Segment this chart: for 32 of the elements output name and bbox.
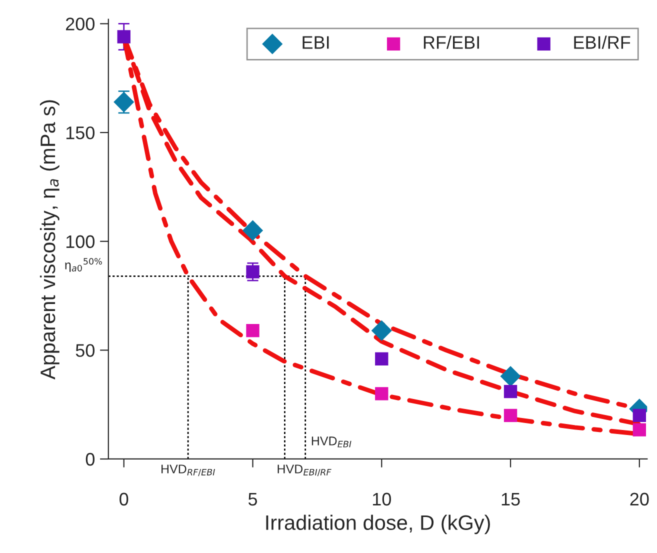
point [500, 366, 521, 387]
y-tick-label: 150 [66, 126, 95, 140]
point [246, 265, 260, 278]
x-axis-title: Irradiation dose, D (kGy) [266, 514, 490, 534]
point [504, 408, 518, 422]
x-tick-label: 0 [120, 492, 128, 506]
legend-label: RF/EBI [424, 36, 479, 49]
ref-line-label: HVD$_{EBI}$ [312, 436, 352, 448]
point [114, 92, 134, 112]
y-tick-label: 0 [86, 452, 95, 466]
point [246, 324, 260, 338]
x-tick-label: 15 [502, 492, 520, 506]
x-tick-label: 20 [630, 492, 649, 506]
point [632, 423, 646, 436]
y-tick-label: 200 [66, 18, 95, 30]
y-tick-label: 50 [76, 344, 95, 357]
point [242, 220, 264, 241]
point [117, 30, 130, 44]
point [375, 387, 388, 400]
point [375, 352, 388, 366]
point [371, 320, 392, 341]
y-axis-title: Apparent viscosity, η$_{a}$ (mPa s) [40, 100, 60, 380]
ref-line-label: η$_{a0}$$^{50%}$ [65, 258, 102, 272]
ref-line-label: HVD$_{RF/EBI}$ [162, 464, 215, 476]
point [632, 408, 646, 422]
x-tick-label: 10 [372, 492, 391, 506]
legend-label: EBI [302, 36, 329, 49]
point [504, 384, 518, 398]
x-tick-label: 5 [248, 492, 258, 506]
ref-line-label: HVD$_{EBI/RF}$ [278, 464, 332, 476]
legend-label: EBI/RF [574, 36, 630, 49]
y-tick-label: 100 [66, 235, 95, 248]
